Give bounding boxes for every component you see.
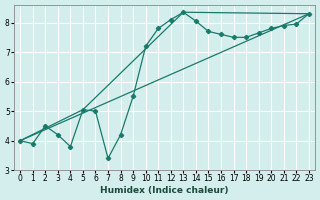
X-axis label: Humidex (Indice chaleur): Humidex (Indice chaleur) — [100, 186, 229, 195]
